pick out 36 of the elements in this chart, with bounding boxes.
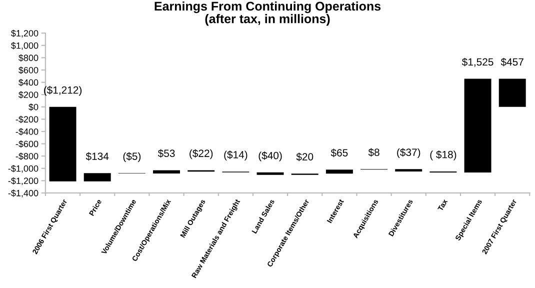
y-tick-label: -$600 (16, 140, 38, 148)
data-label: $8 (368, 148, 380, 157)
data-label: ($22) (190, 149, 213, 160)
y-tick-label: $200 (18, 91, 38, 98)
y-tick-label: -$200 (16, 116, 38, 124)
y-tick-label: $0 (28, 103, 38, 111)
data-label: $65 (330, 148, 348, 158)
y-tick-label: -$1,200 (8, 177, 38, 186)
data-label: $457 (500, 58, 524, 66)
chart-title: Earnings From Continuing Operations (after tax, in millions) (154, 1, 381, 26)
data-label: $134 (86, 152, 109, 161)
y-tick-label: -$800 (16, 152, 38, 160)
bar (153, 170, 180, 174)
bar (84, 173, 111, 182)
bar (49, 106, 76, 182)
y-tick-label: -$1,400 (8, 190, 38, 198)
y-tick-label: $600 (18, 66, 38, 74)
bar (256, 172, 284, 175)
data-label: $20 (296, 152, 314, 162)
data-label: $53 (158, 149, 175, 158)
bar (464, 78, 492, 173)
data-label: ($37) (397, 148, 420, 158)
data-label: ($40) (258, 151, 282, 162)
y-tick-label: $1,000 (11, 42, 38, 50)
y-tick-label: -$400 (16, 128, 38, 136)
data-label: ($1,212) (44, 86, 82, 96)
bar (326, 170, 353, 174)
y-tick-label: $400 (18, 78, 38, 86)
y-tick-label: $800 (18, 54, 38, 62)
data-label: ($5) (123, 152, 141, 162)
y-tick-label: $1,200 (11, 30, 38, 38)
y-tick-label: -$1,000 (8, 164, 38, 173)
data-label: ($14) (224, 150, 248, 160)
bar (498, 78, 526, 107)
data-label: $1,525 (462, 58, 494, 67)
data-label: ( $18) (430, 150, 456, 160)
